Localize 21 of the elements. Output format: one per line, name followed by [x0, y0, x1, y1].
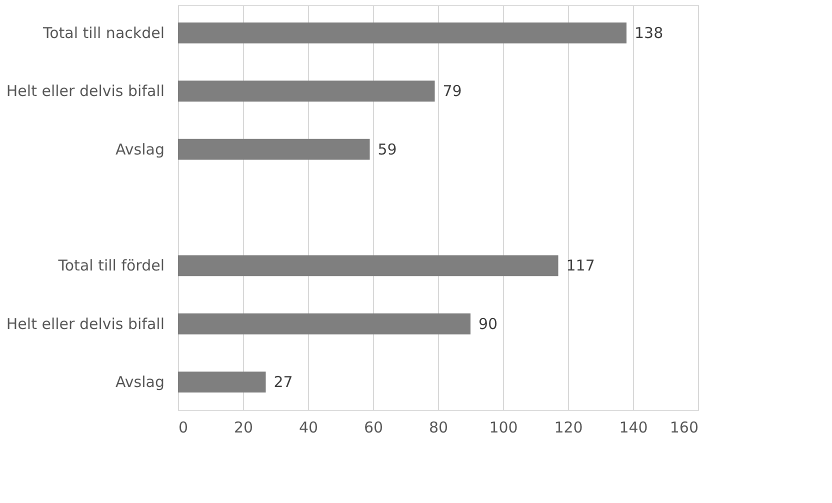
data-label: 59: [378, 140, 397, 158]
x-tick-label: 0: [178, 418, 188, 436]
x-tick-label: 80: [428, 418, 448, 436]
y-tick-label: Total till fördel: [57, 256, 164, 275]
y-tick-label: Total till nackdel: [42, 24, 164, 42]
data-label: 79: [442, 82, 462, 100]
x-tick-label: 100: [489, 418, 518, 436]
data-label: 117: [566, 256, 595, 275]
y-tick-label: Helt eller delvis bifall: [6, 82, 164, 100]
data-label: 90: [478, 314, 498, 333]
y-tick-label: Avslag: [116, 373, 164, 392]
x-tick-label: 60: [364, 418, 384, 436]
x-tick-label: 40: [298, 418, 318, 436]
x-tick-label: 20: [234, 418, 254, 436]
data-label: 27: [274, 373, 293, 392]
y-tick-label: Avslag: [116, 140, 164, 158]
data-label: 138: [634, 24, 664, 42]
x-tick-label: 120: [554, 418, 583, 436]
x-tick-label: 140: [619, 418, 648, 436]
y-tick-label: Helt eller delvis bifall: [6, 314, 164, 333]
x-tick-label: 160: [670, 418, 698, 436]
